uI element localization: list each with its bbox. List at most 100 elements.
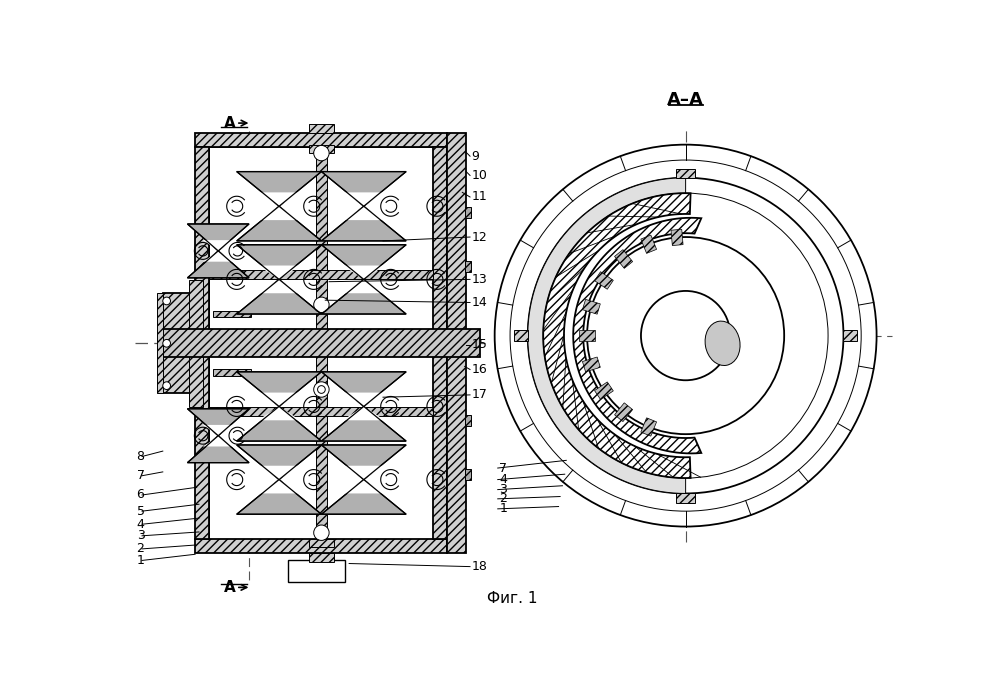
- Circle shape: [318, 385, 326, 393]
- Polygon shape: [573, 218, 701, 453]
- Polygon shape: [188, 224, 249, 251]
- Circle shape: [314, 145, 329, 161]
- Circle shape: [314, 382, 329, 397]
- Circle shape: [314, 525, 329, 540]
- Polygon shape: [258, 406, 301, 420]
- Circle shape: [163, 297, 171, 304]
- Ellipse shape: [705, 321, 740, 365]
- Polygon shape: [237, 206, 322, 241]
- Bar: [513, 330, 527, 341]
- Polygon shape: [322, 280, 407, 314]
- Circle shape: [543, 193, 828, 478]
- Circle shape: [527, 178, 843, 493]
- Text: 12: 12: [472, 230, 488, 244]
- Polygon shape: [322, 445, 407, 480]
- Bar: [213, 311, 252, 317]
- Text: 17: 17: [472, 388, 488, 401]
- Text: 14: 14: [472, 296, 488, 309]
- Text: 1: 1: [137, 554, 145, 567]
- Bar: [309, 539, 334, 547]
- Text: 4: 4: [137, 518, 145, 531]
- Polygon shape: [322, 372, 407, 406]
- Bar: [213, 370, 252, 376]
- Bar: [195, 147, 209, 539]
- Bar: [465, 468, 471, 480]
- Bar: [195, 133, 447, 147]
- Polygon shape: [237, 245, 322, 280]
- Bar: [309, 124, 334, 133]
- Text: 7: 7: [137, 469, 145, 482]
- Bar: [309, 145, 334, 153]
- Polygon shape: [343, 466, 385, 480]
- Bar: [288, 561, 346, 582]
- Polygon shape: [343, 406, 385, 420]
- Bar: [163, 293, 195, 393]
- Bar: [465, 261, 471, 272]
- Polygon shape: [343, 392, 385, 406]
- Polygon shape: [640, 235, 656, 253]
- Polygon shape: [343, 192, 385, 206]
- Polygon shape: [203, 436, 234, 446]
- Polygon shape: [322, 206, 407, 241]
- Bar: [676, 169, 695, 178]
- Polygon shape: [237, 406, 322, 441]
- Polygon shape: [582, 300, 600, 314]
- Text: 1: 1: [500, 502, 507, 516]
- Text: 11: 11: [472, 190, 488, 203]
- Bar: [676, 493, 695, 502]
- Polygon shape: [322, 245, 407, 280]
- Text: 15: 15: [472, 338, 488, 352]
- Circle shape: [314, 297, 329, 313]
- Text: 7: 7: [500, 462, 507, 475]
- Bar: [465, 415, 471, 426]
- Polygon shape: [258, 206, 301, 220]
- Text: 10: 10: [472, 169, 488, 182]
- Polygon shape: [188, 436, 249, 463]
- Bar: [189, 280, 203, 407]
- Polygon shape: [640, 418, 656, 436]
- Polygon shape: [343, 280, 385, 293]
- Circle shape: [163, 340, 171, 347]
- Bar: [309, 553, 334, 562]
- Polygon shape: [237, 480, 322, 514]
- Polygon shape: [594, 272, 613, 289]
- Text: 9: 9: [472, 149, 480, 163]
- Polygon shape: [614, 250, 632, 268]
- Text: 16: 16: [472, 363, 488, 376]
- Circle shape: [587, 237, 784, 434]
- Bar: [465, 207, 471, 218]
- Polygon shape: [343, 266, 385, 280]
- Circle shape: [510, 160, 861, 511]
- Text: Фиг. 1: Фиг. 1: [488, 592, 537, 606]
- Circle shape: [641, 291, 730, 381]
- Bar: [163, 329, 481, 357]
- Polygon shape: [237, 372, 322, 406]
- Text: 2: 2: [500, 492, 507, 505]
- Polygon shape: [188, 409, 249, 436]
- Polygon shape: [237, 172, 322, 206]
- Polygon shape: [203, 425, 234, 436]
- Text: А–А: А–А: [667, 91, 704, 109]
- Bar: [209, 147, 433, 539]
- Polygon shape: [322, 480, 407, 514]
- Polygon shape: [594, 382, 613, 399]
- Polygon shape: [258, 192, 301, 206]
- Text: 2: 2: [137, 543, 145, 556]
- Text: 8: 8: [137, 450, 145, 463]
- Polygon shape: [258, 392, 301, 406]
- Text: 4: 4: [500, 473, 507, 486]
- Text: 3: 3: [500, 483, 507, 496]
- Text: 5: 5: [137, 504, 145, 518]
- Bar: [433, 147, 447, 539]
- Polygon shape: [322, 406, 407, 441]
- Circle shape: [163, 382, 171, 390]
- Bar: [447, 133, 467, 553]
- Polygon shape: [203, 240, 234, 251]
- Bar: [195, 539, 447, 553]
- Bar: [316, 149, 327, 538]
- Circle shape: [495, 145, 876, 527]
- Polygon shape: [671, 229, 683, 246]
- Text: 18: 18: [472, 560, 488, 573]
- Bar: [157, 293, 163, 393]
- Polygon shape: [188, 251, 249, 278]
